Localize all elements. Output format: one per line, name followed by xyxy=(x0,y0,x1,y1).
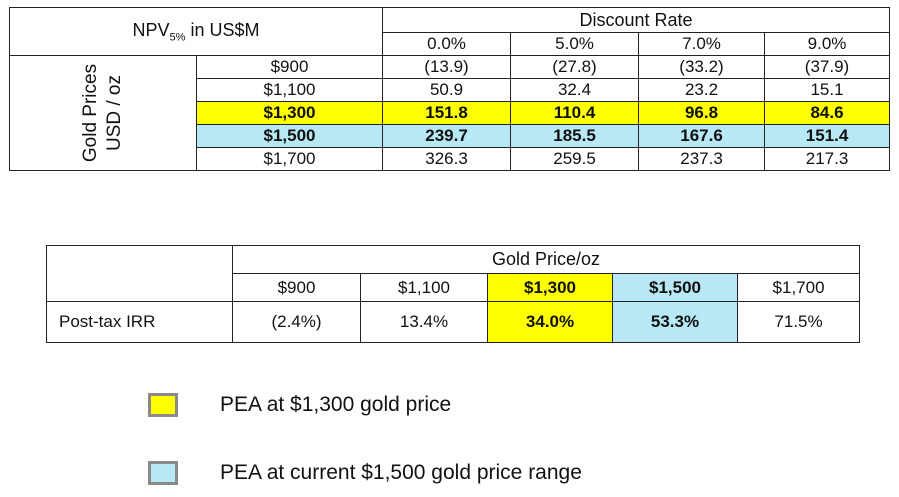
gold-prices-label-line2: USD / oz xyxy=(103,64,127,162)
npv-value-cell: 23.2 xyxy=(639,79,765,102)
irr-price-cell: $1,100 xyxy=(361,274,488,302)
legend-label: PEA at current $1,500 gold price range xyxy=(220,461,582,485)
npv-value-cell: 167.6 xyxy=(639,125,765,148)
legend-label: PEA at $1,300 gold price xyxy=(220,393,451,417)
irr-value-cell: 53.3% xyxy=(613,302,738,343)
npv-value-cell: 110.4 xyxy=(511,102,639,125)
irr-corner-cell xyxy=(47,246,233,302)
npv-value-cell: 185.5 xyxy=(511,125,639,148)
discount-rate-header: Discount Rate xyxy=(383,8,890,33)
npv-table: NPV5% in US$M Discount Rate 0.0% 5.0% 7.… xyxy=(9,7,890,171)
rate-header: 0.0% xyxy=(383,33,511,56)
npv-value-cell: 259.5 xyxy=(511,148,639,171)
gold-prices-label: Gold Prices USD / oz xyxy=(79,64,127,162)
npv-value-cell: 237.3 xyxy=(639,148,765,171)
price-cell: $1,500 xyxy=(197,125,383,148)
legend-item-1300: PEA at $1,300 gold price xyxy=(148,393,451,417)
npv-value-cell: 15.1 xyxy=(765,79,890,102)
irr-price-cell: $1,700 xyxy=(738,274,860,302)
npv-value-cell: 239.7 xyxy=(383,125,511,148)
irr-price-cell: $1,300 xyxy=(488,274,613,302)
npv-value-cell: 84.6 xyxy=(765,102,890,125)
legend-item-1500: PEA at current $1,500 gold price range xyxy=(148,461,582,485)
npv-title-sub: 5% xyxy=(170,31,186,43)
price-cell: $1,300 xyxy=(197,102,383,125)
post-tax-irr-label: Post-tax IRR xyxy=(47,302,233,343)
npv-value-cell: (37.9) xyxy=(765,56,890,79)
irr-value-cell: 34.0% xyxy=(488,302,613,343)
irr-table: Gold Price/oz $900 $1,100 $1,300 $1,500 … xyxy=(46,245,860,343)
npv-title-cell: NPV5% in US$M xyxy=(10,8,383,56)
irr-price-cell: $1,500 xyxy=(613,274,738,302)
blue-swatch xyxy=(148,461,178,485)
npv-title: NPV xyxy=(133,20,170,40)
npv-value-cell: (33.2) xyxy=(639,56,765,79)
npv-value-cell: 50.9 xyxy=(383,79,511,102)
price-cell: $1,700 xyxy=(197,148,383,171)
irr-value-cell: (2.4%) xyxy=(233,302,361,343)
npv-value-cell: 151.4 xyxy=(765,125,890,148)
npv-value-cell: (27.8) xyxy=(511,56,639,79)
price-cell: $1,100 xyxy=(197,79,383,102)
irr-value-cell: 13.4% xyxy=(361,302,488,343)
rate-header: 7.0% xyxy=(639,33,765,56)
npv-value-cell: 217.3 xyxy=(765,148,890,171)
gold-prices-label-cell: Gold Prices USD / oz xyxy=(10,56,197,171)
rate-header: 5.0% xyxy=(511,33,639,56)
npv-value-cell: (13.9) xyxy=(383,56,511,79)
irr-value-cell: 71.5% xyxy=(738,302,860,343)
price-cell: $900 xyxy=(197,56,383,79)
npv-value-cell: 96.8 xyxy=(639,102,765,125)
rate-header: 9.0% xyxy=(765,33,890,56)
gold-prices-label-line1: Gold Prices xyxy=(79,64,103,162)
irr-price-cell: $900 xyxy=(233,274,361,302)
npv-value-cell: 32.4 xyxy=(511,79,639,102)
npv-value-cell: 151.8 xyxy=(383,102,511,125)
npv-value-cell: 326.3 xyxy=(383,148,511,171)
yellow-swatch xyxy=(148,393,178,417)
gold-price-header: Gold Price/oz xyxy=(233,246,860,274)
npv-title-suffix: in US$M xyxy=(185,20,259,40)
